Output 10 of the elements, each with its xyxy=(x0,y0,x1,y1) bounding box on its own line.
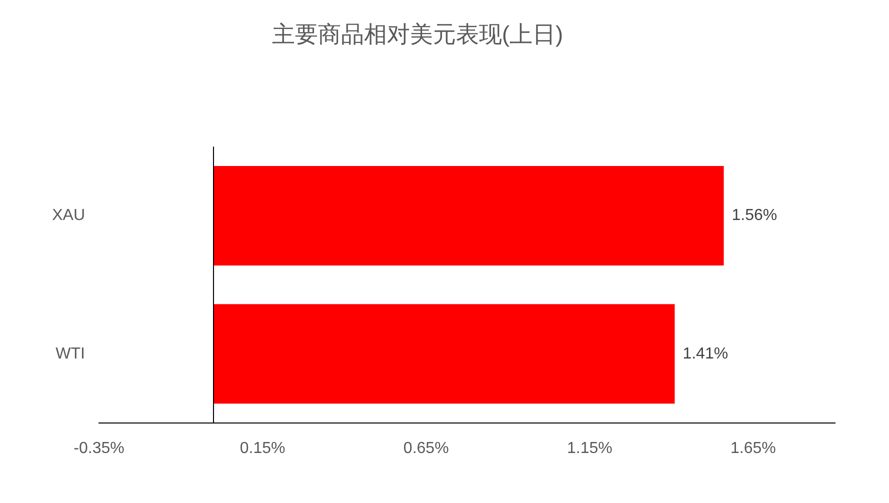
x-tick-label: 1.15% xyxy=(566,440,612,458)
text: 1.56% xyxy=(732,207,778,224)
text: 1.41% xyxy=(682,345,728,362)
x-tick-label: -0.35% xyxy=(74,440,124,458)
y-tick-label: XAU xyxy=(52,207,85,224)
y-tick-label: WTI xyxy=(56,345,85,362)
x-tick-label: 0.15% xyxy=(240,440,286,458)
x-tick-label: 1.65% xyxy=(730,440,776,458)
x-tick-label: 0.65% xyxy=(403,440,449,458)
chart-title: 主要商品相对美元表现(上日) xyxy=(272,21,564,48)
